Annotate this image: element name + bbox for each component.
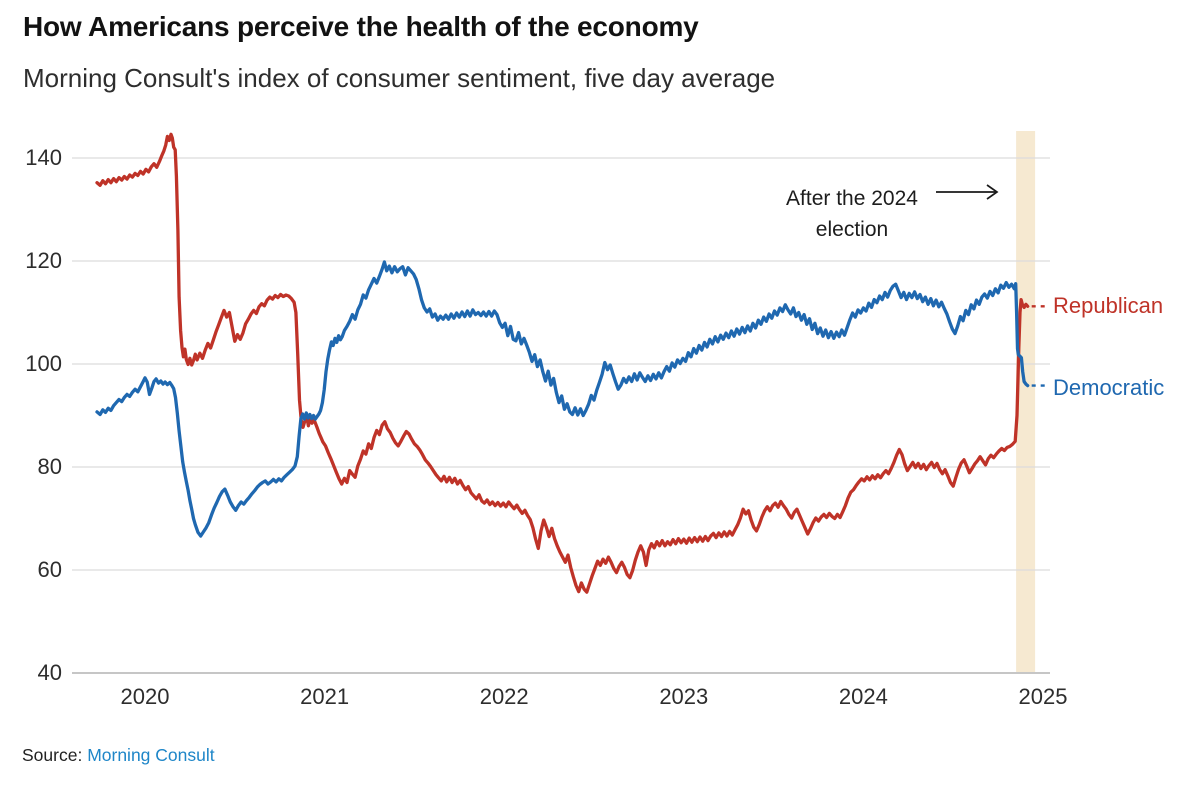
democratic-line <box>95 260 1030 538</box>
source-link[interactable]: Morning Consult <box>87 745 215 765</box>
y-axis-tick-120: 120 <box>25 248 62 273</box>
republican-line <box>95 132 1030 594</box>
post-election-highlight-band <box>1016 131 1036 673</box>
y-axis-tick-140: 140 <box>25 145 62 170</box>
x-axis-tick-2024: 2024 <box>838 684 888 709</box>
democratic-series-label: Democratic <box>1053 374 1165 400</box>
source-line: Source: Morning Consult <box>22 745 215 766</box>
page-title: How Americans perceive the health of the… <box>23 11 699 42</box>
y-axis-tick-100: 100 <box>25 351 62 376</box>
source-prefix: Source: <box>22 745 83 765</box>
annotation-arrow-head-icon <box>986 184 999 200</box>
republican-series-label: Republican <box>1053 293 1164 319</box>
y-axis-tick-40: 40 <box>37 660 62 685</box>
x-axis-tick-2021: 2021 <box>300 684 350 709</box>
x-axis-tick-2020: 2020 <box>120 684 170 709</box>
x-axis-tick-2023: 2023 <box>659 684 709 709</box>
chart-subtitle: Morning Consult's index of consumer sent… <box>23 63 776 93</box>
post-election-annotation: After the 2024 election <box>786 187 918 241</box>
x-axis-tick-2022: 2022 <box>479 684 529 709</box>
y-axis-tick-60: 60 <box>37 557 62 582</box>
x-axis-tick-2025: 2025 <box>1018 684 1068 709</box>
y-axis-tick-80: 80 <box>37 454 62 479</box>
